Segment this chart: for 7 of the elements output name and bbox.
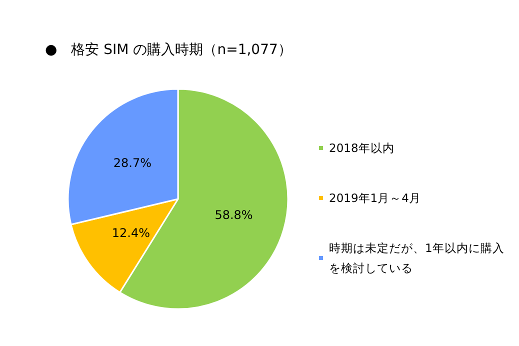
data-label: 58.8% [214,208,253,222]
data-label: 12.4% [112,226,150,240]
legend-label: 2018年以内 [329,141,394,155]
legend-label: 2019年1月～4月 [329,191,421,205]
legend-label: 時期は未定だが、1年以内に購入を検討している [329,241,504,275]
data-label: 28.7% [113,156,152,170]
chart-title: ● 格安 SIM の購入時期（n=1,077） [45,42,292,58]
